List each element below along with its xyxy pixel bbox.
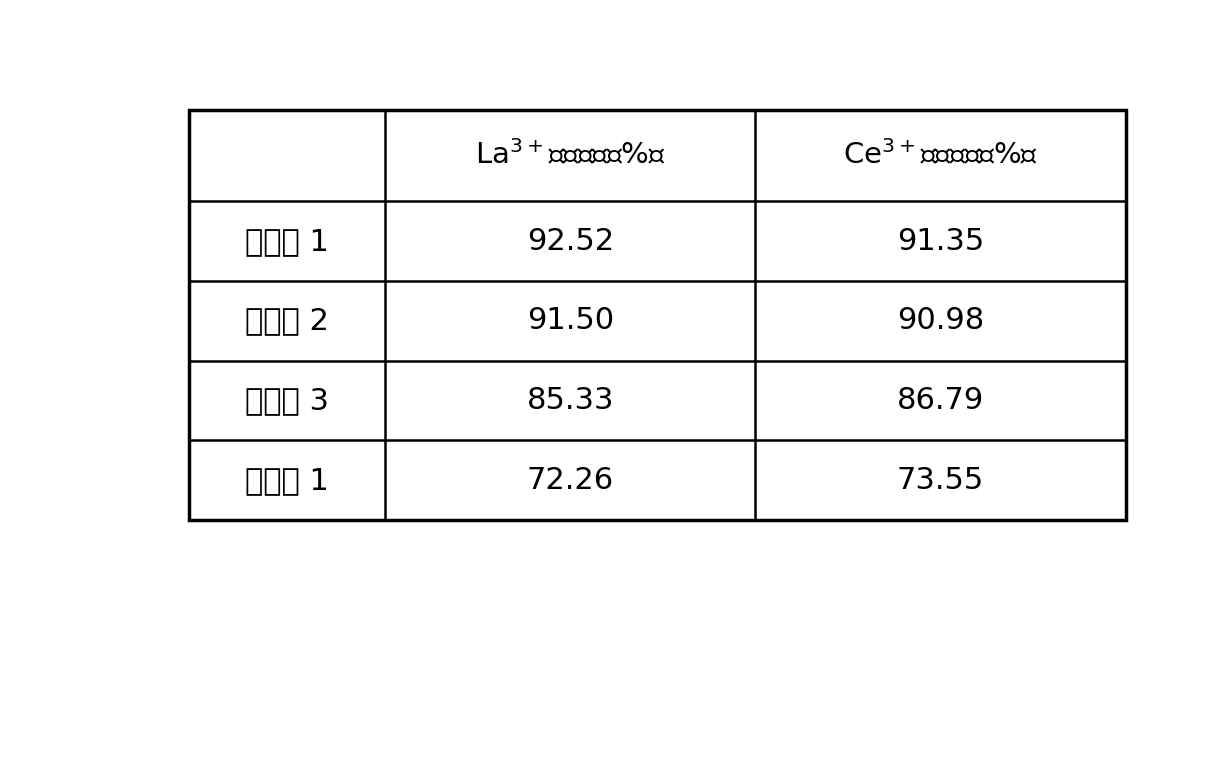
Text: 91.35: 91.35 [897, 227, 984, 255]
Text: 92.52: 92.52 [527, 227, 614, 255]
Bar [189, 110, 1126, 520]
Text: La$^{3+}$的吸附率（%）: La$^{3+}$的吸附率（%） [475, 140, 666, 170]
Text: 实施例 1: 实施例 1 [245, 227, 329, 255]
Text: 90.98: 90.98 [897, 306, 984, 335]
Text: 91.50: 91.50 [527, 306, 614, 335]
Text: 85.33: 85.33 [527, 386, 614, 415]
Text: 实施例 3: 实施例 3 [245, 386, 329, 415]
Text: 对比例 1: 对比例 1 [245, 466, 329, 495]
Text: Ce$^{3+}$的吸附率（%）: Ce$^{3+}$的吸附率（%） [843, 140, 1039, 170]
Text: 实施例 2: 实施例 2 [245, 306, 329, 335]
Text: 86.79: 86.79 [897, 386, 984, 415]
Text: 72.26: 72.26 [527, 466, 614, 495]
Text: 73.55: 73.55 [897, 466, 984, 495]
